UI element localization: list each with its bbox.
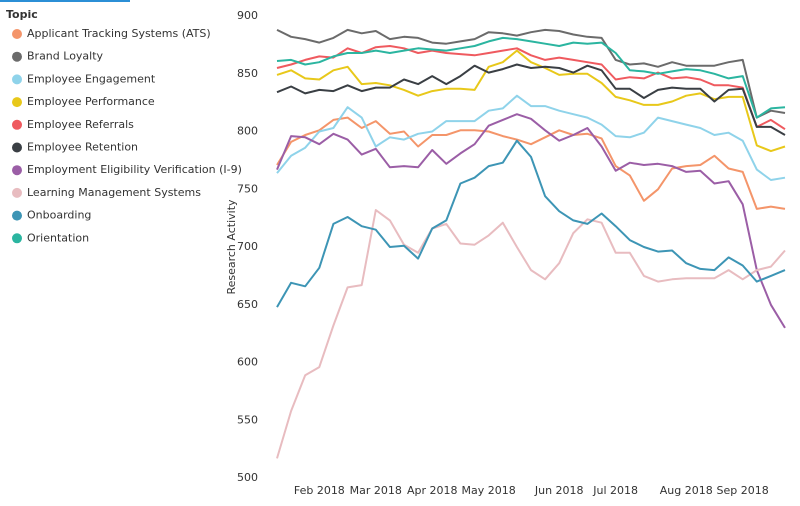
series-line <box>276 113 786 329</box>
legend-label: Employee Referrals <box>27 118 134 131</box>
legend-label: Orientation <box>27 231 89 244</box>
y-tick-label: 700 <box>237 240 258 253</box>
y-tick-label: 800 <box>237 125 258 138</box>
legend-title: Topic <box>6 8 38 21</box>
series-line <box>276 209 786 459</box>
series-line <box>276 49 786 153</box>
series-line <box>276 28 786 119</box>
series-line <box>276 139 786 308</box>
y-tick-label: 900 <box>237 9 258 22</box>
series-line <box>276 63 786 136</box>
legend-label: Applicant Tracking Systems (ATS) <box>27 27 211 40</box>
y-tick-label: 500 <box>237 471 258 484</box>
y-tick-label: 650 <box>237 298 258 311</box>
y-tick-label: 600 <box>237 356 258 369</box>
y-tick-label: 550 <box>237 413 258 426</box>
legend-marker <box>12 119 22 130</box>
legend-label: Learning Management Systems <box>27 186 201 199</box>
legend-marker <box>12 97 22 108</box>
legend-marker <box>12 51 22 62</box>
legend-marker <box>12 210 22 221</box>
legend-label: Employee Retention <box>27 141 138 154</box>
x-tick-label: Sep 2018 <box>717 484 769 497</box>
series-line <box>276 94 786 181</box>
legend-marker <box>12 165 22 176</box>
legend-label: Employee Performance <box>27 95 155 108</box>
legend-label: Brand Loyalty <box>27 50 104 63</box>
x-tick-label: Mar 2018 <box>350 484 402 497</box>
legend-marker <box>12 29 22 39</box>
legend-marker <box>12 187 22 198</box>
legend-marker <box>12 233 22 244</box>
x-tick-label: Feb 2018 <box>294 484 345 497</box>
x-tick-label: Jul 2018 <box>592 484 638 497</box>
legend-marker <box>12 74 22 85</box>
legend-label: Onboarding <box>27 209 91 222</box>
legend-label: Employment Eligibility Verification (I-9… <box>27 163 242 176</box>
y-tick-label: 850 <box>237 67 258 80</box>
legend-label: Employee Engagement <box>27 72 156 85</box>
series-line <box>276 36 786 119</box>
x-tick-label: Jun 2018 <box>534 484 584 497</box>
series-line <box>276 116 786 210</box>
legend-marker <box>12 142 22 153</box>
x-tick-label: Apr 2018 <box>407 484 458 497</box>
y-axis-label: Research Activity <box>225 199 238 295</box>
x-tick-label: Aug 2018 <box>660 484 713 497</box>
y-tick-label: 750 <box>237 182 258 195</box>
scroll-indicator <box>0 0 130 2</box>
x-tick-label: May 2018 <box>462 484 516 497</box>
